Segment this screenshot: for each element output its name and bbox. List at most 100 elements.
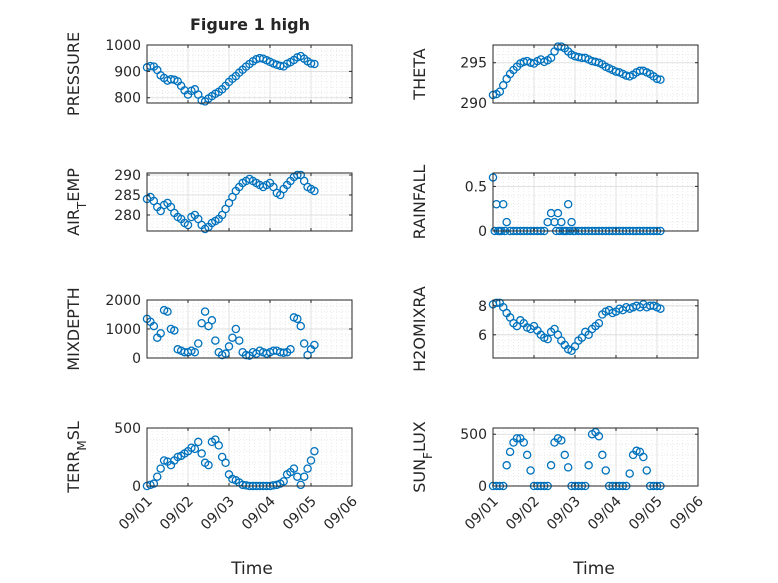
data-point <box>299 472 309 481</box>
data-point <box>286 345 295 354</box>
data-point <box>149 321 159 331</box>
y-tick-label: 290 <box>460 96 487 112</box>
y-tick-label: 0 <box>478 479 487 495</box>
axes-box <box>492 299 699 359</box>
x-tick-label: 09/03 <box>544 494 584 534</box>
data-point <box>543 334 552 344</box>
data-point <box>306 456 316 465</box>
y-tick-label: 900 <box>114 64 141 80</box>
data-point <box>163 307 172 316</box>
data-point <box>306 59 316 68</box>
y-tick-label: 1000 <box>105 322 141 338</box>
x-tick-label: 09/04 <box>239 493 279 533</box>
axes-box <box>146 427 353 487</box>
data-point <box>557 436 566 445</box>
data-point <box>498 81 508 90</box>
data-point <box>214 441 223 450</box>
data-point <box>279 348 288 358</box>
y-tick-label: 6 <box>478 328 487 344</box>
y-tick-label: 500 <box>114 421 141 437</box>
x-tick-label: 09/01 <box>116 494 156 534</box>
data-point <box>193 437 203 447</box>
data-point <box>560 450 570 460</box>
y-tick-label: 285 <box>114 188 141 204</box>
data-point <box>234 336 244 345</box>
data-point <box>224 342 234 351</box>
data-point <box>152 472 162 481</box>
subplot-6: 6 8 H2OMIXRA <box>410 286 699 372</box>
data-point <box>241 350 251 360</box>
y-axis-label: THETA <box>410 48 429 100</box>
y-tick-label: 800 <box>114 91 141 107</box>
data-point <box>228 333 237 342</box>
axes-background <box>493 45 698 103</box>
x-tick-label: 09/02 <box>503 494 543 534</box>
data-point <box>207 316 217 325</box>
axes-background <box>147 45 352 103</box>
data-point <box>170 326 179 335</box>
axes-box <box>146 172 353 232</box>
data-point <box>625 469 634 478</box>
data-point <box>231 324 241 334</box>
x-tick-label: 09/05 <box>280 494 320 534</box>
y-axis-label: RAINFALL <box>410 165 429 240</box>
data-point <box>190 347 200 357</box>
data-point <box>310 59 319 69</box>
data-point <box>505 447 515 457</box>
data-point <box>652 74 662 84</box>
y-axis-label: MIXDEPTH <box>64 287 83 370</box>
x-axis-label-right: Time <box>572 559 615 579</box>
x-tick-label: 09/03 <box>198 494 238 534</box>
data-point <box>296 480 305 490</box>
data-point <box>293 314 302 324</box>
x-tick-label: 09/05 <box>626 494 666 534</box>
y-tick-label: 8 <box>478 299 487 315</box>
x-tick-label: 09/06 <box>321 493 361 533</box>
data-point <box>149 479 159 488</box>
data-point <box>519 438 529 447</box>
data-point <box>553 208 563 218</box>
y-tick-label: 0 <box>132 479 141 495</box>
data-point <box>522 450 532 460</box>
y-axis-label: TERRMSL <box>64 421 89 494</box>
y-tick-label: 0.5 <box>465 179 487 195</box>
data-point <box>567 217 576 227</box>
subplot-1: 800 900 1000 PRESSURE <box>64 32 353 116</box>
data-point <box>221 458 230 468</box>
data-point <box>310 186 319 196</box>
data-point <box>200 307 210 316</box>
data-point <box>546 53 556 63</box>
x-tick-label: 09/04 <box>585 493 625 533</box>
data-point <box>204 460 213 470</box>
y-axis-label: PRESSURE <box>64 32 83 116</box>
data-point <box>512 434 522 443</box>
data-point <box>303 464 312 473</box>
x-tick-label: 09/02 <box>157 494 197 534</box>
y-tick-label: 280 <box>114 208 141 224</box>
data-point <box>563 199 573 209</box>
data-point <box>197 449 206 458</box>
y-tick-label: 295 <box>460 56 487 72</box>
data-point <box>584 461 593 470</box>
data-point <box>197 318 206 328</box>
y-axis-label: H2OMIXRA <box>410 286 429 372</box>
axes-box <box>492 44 699 104</box>
axes-box <box>492 427 699 487</box>
data-point <box>563 463 573 472</box>
subplot-2: 290 295 THETA <box>410 42 699 112</box>
data-point <box>526 466 535 475</box>
x-axis-label-left: Time <box>230 559 273 579</box>
y-tick-label: 290 <box>114 168 141 184</box>
y-axis-label: SUNFLUX <box>410 421 435 493</box>
subplot-3: 280 285 290 AIRTEMP <box>64 168 353 236</box>
data-point <box>642 466 652 475</box>
axes-box <box>492 172 699 232</box>
y-tick-label: 0 <box>132 351 141 367</box>
y-tick-label: 500 <box>460 427 487 443</box>
data-point <box>498 199 508 209</box>
data-point <box>594 432 604 441</box>
data-point <box>632 446 641 456</box>
data-point <box>296 321 305 331</box>
